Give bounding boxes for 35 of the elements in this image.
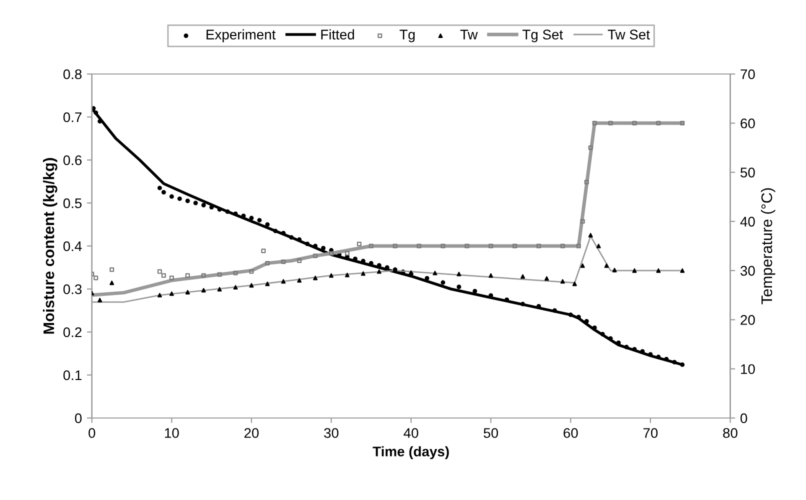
y2-tick-label: 70 bbox=[740, 69, 755, 80]
x-tick-label: 0 bbox=[88, 428, 96, 438]
y-tick-label: 0.1 bbox=[63, 370, 82, 380]
x-tick-label: 60 bbox=[564, 428, 578, 438]
x-axis-title: Time (days) bbox=[372, 446, 449, 460]
y2-tick-label: 40 bbox=[740, 216, 755, 227]
y-tick-label: 0.3 bbox=[63, 284, 82, 294]
legend-label: Tw bbox=[460, 30, 478, 40]
y-tick-label: 0 bbox=[74, 413, 82, 424]
x-tick-label: 70 bbox=[643, 428, 658, 438]
y-tick-label: 0.5 bbox=[63, 198, 82, 208]
y2-tick-label: 60 bbox=[740, 118, 755, 128]
y2-tick-label: 20 bbox=[740, 315, 755, 325]
y-tick-label: 0.4 bbox=[63, 241, 82, 252]
legend-label: Tg Set bbox=[522, 30, 563, 42]
x-tick-label: 10 bbox=[165, 428, 179, 438]
y-tick-label: 0.7 bbox=[63, 112, 82, 122]
x-tick-label: 50 bbox=[484, 428, 498, 438]
y-tick-label: 0.6 bbox=[63, 155, 82, 166]
y2-tick-label: 30 bbox=[740, 266, 755, 276]
y2-axis-title: Temperature (°C) bbox=[760, 188, 776, 304]
x-tick-label: 80 bbox=[723, 428, 738, 438]
y2-tick-label: 0 bbox=[740, 413, 748, 424]
legend-label: Tg bbox=[400, 30, 415, 42]
legend-label: Experiment bbox=[206, 29, 276, 42]
legend-label: Fitted bbox=[321, 29, 354, 40]
y-tick-label: 0.8 bbox=[63, 69, 82, 80]
y-axis-title: Moisture content (kg/kg) bbox=[42, 158, 58, 334]
x-tick-label: 20 bbox=[244, 428, 259, 438]
y2-tick-label: 50 bbox=[740, 168, 755, 178]
y-tick-label: 0.2 bbox=[63, 327, 82, 338]
y2-tick-label: 10 bbox=[741, 364, 755, 374]
x-tick-label: 30 bbox=[324, 428, 338, 438]
legend-label: Tw Set bbox=[608, 30, 650, 40]
x-tick-label: 40 bbox=[404, 428, 418, 438]
